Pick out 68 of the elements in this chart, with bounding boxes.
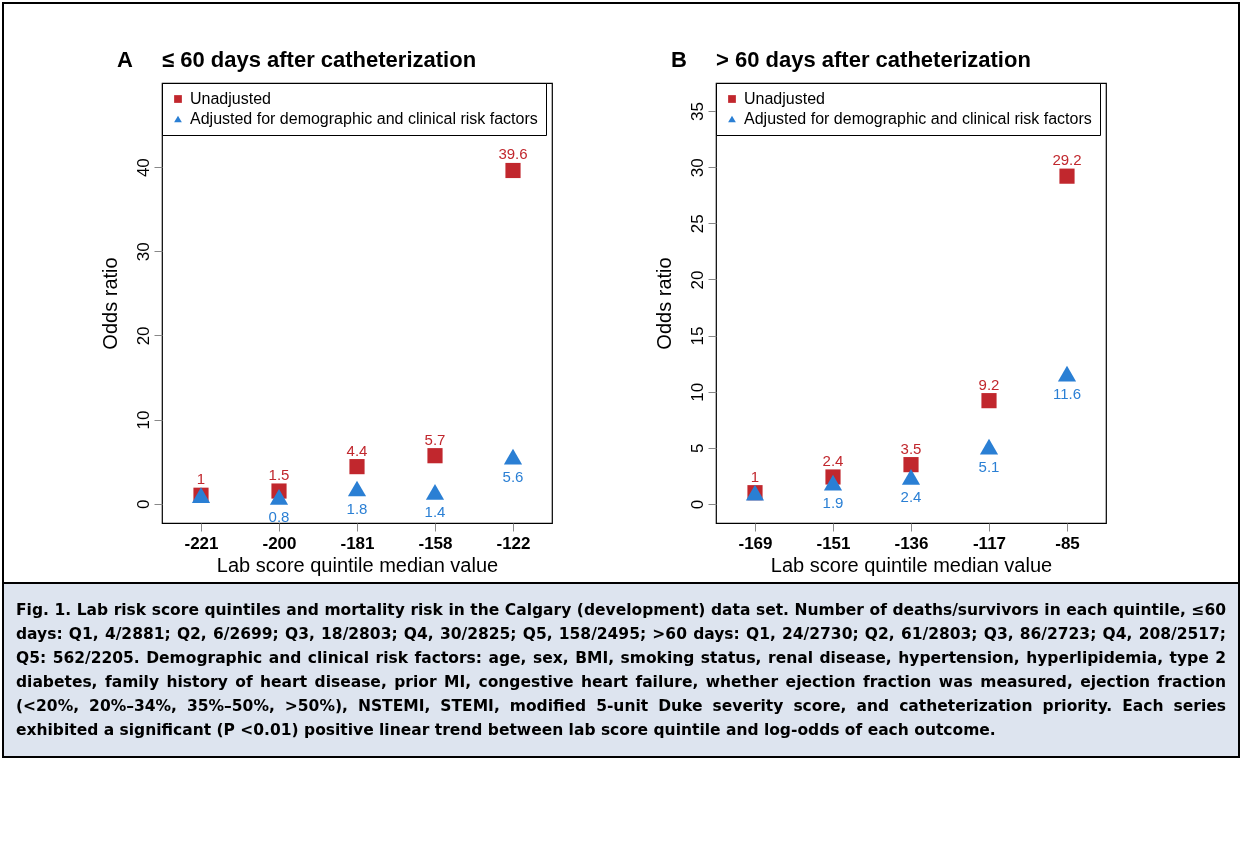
data-label: 5.7 bbox=[424, 430, 446, 448]
y-axis-title: Odds ratio bbox=[98, 257, 121, 350]
legend-label: Unadjusted bbox=[744, 90, 825, 107]
y-tick-label: 5 bbox=[687, 443, 707, 454]
data-label: 5.6 bbox=[502, 467, 524, 485]
data-label: 1.9 bbox=[822, 493, 844, 511]
data-label: 4.4 bbox=[346, 441, 368, 459]
point bbox=[425, 484, 445, 500]
text: B bbox=[671, 47, 687, 72]
point bbox=[505, 162, 521, 179]
data-label: 1.8 bbox=[346, 499, 368, 517]
text: A bbox=[117, 47, 133, 72]
y-tick-label: 0 bbox=[687, 499, 707, 510]
data-label: 2.4 bbox=[900, 487, 922, 505]
legend-label: Unadjusted bbox=[190, 90, 271, 107]
y-tick-label: 30 bbox=[687, 158, 707, 178]
point bbox=[427, 448, 443, 464]
y-tick-label: 10 bbox=[133, 410, 153, 430]
point bbox=[1059, 168, 1075, 184]
x-tick-label: -200 bbox=[262, 533, 297, 553]
point bbox=[503, 448, 523, 465]
point bbox=[823, 474, 843, 491]
data-label: 3.5 bbox=[900, 439, 922, 457]
point bbox=[903, 457, 919, 473]
y-tick-label: 25 bbox=[687, 214, 707, 234]
data-label: 1.4 bbox=[424, 502, 446, 520]
y-tick-label: 0 bbox=[133, 499, 153, 509]
data-label: 39.6 bbox=[498, 145, 528, 163]
y-tick-label: 20 bbox=[687, 270, 707, 290]
x-tick-label: -169 bbox=[738, 533, 773, 553]
y-tick-label: 20 bbox=[133, 326, 153, 346]
x-tick-label: -85 bbox=[1055, 533, 1080, 553]
point bbox=[1057, 365, 1077, 382]
point bbox=[349, 459, 365, 475]
x-tick-label: -122 bbox=[496, 533, 531, 553]
caption: Fig. 1. Lab risk score quintiles and mortality risk in the Calgary (development) data set. Number of deaths/survivors in each quintile, ≤60 days: Q1, 4/2881; Q2, 6/2699; Q3, 18/2803; Q4, 30/2825; Q5, 158/2495; >60 days: Q1, 24/2730; Q2, 61/2803; Q3, 86/2723; Q4, 208/2517; Q5: 562/2205. Demographic and clinical risk factors: age, sex, BMI, smoking status, renal disease, hypertension, hyperlipidemia, type 2 diabetes, family history of heart disease, prior MI, congestive heart failure, whether ejection fraction was measured, ejection fraction (<20%, 20%–34%, 35%–50%, >50%), NSTEMI, STEMI, modified 5-unit Duke severity score, and catheterization priority. Each series exhibited a significant (P <0.01) positive linear trend between lab score quintile and log-odds of each outcome. bbox=[4, 582, 1238, 756]
data-label: 5.1 bbox=[978, 457, 1000, 475]
data-label: 11.6 bbox=[1052, 384, 1082, 402]
data-label: 2.4 bbox=[822, 451, 844, 469]
chart-title: ≤ 60 days after catheterization bbox=[162, 47, 477, 72]
y-tick-label: 15 bbox=[687, 326, 707, 346]
data-label: 1 bbox=[196, 470, 206, 488]
data-label: 1 bbox=[750, 467, 760, 485]
point bbox=[981, 393, 997, 409]
y-tick-label: 40 bbox=[133, 158, 153, 178]
data-label: 9.2 bbox=[978, 375, 1000, 393]
legend-label: Adjusted for demographic and clinical risk factors bbox=[744, 110, 1092, 127]
x-tick-label: -151 bbox=[816, 533, 851, 553]
x-tick-label: -158 bbox=[418, 533, 453, 553]
y-tick-label: 10 bbox=[687, 382, 707, 402]
point bbox=[269, 489, 289, 505]
x-tick-label: -136 bbox=[894, 533, 929, 553]
x-tick-label: -221 bbox=[184, 533, 219, 553]
data-label: 0.8 bbox=[268, 507, 290, 525]
x-axis-title: Lab score quintile median value bbox=[770, 553, 1053, 576]
y-tick-label: 35 bbox=[687, 102, 707, 122]
x-tick-label: -181 bbox=[340, 533, 375, 553]
point bbox=[979, 438, 999, 455]
data-label: 29.2 bbox=[1052, 151, 1082, 169]
legend-label: Adjusted for demographic and clinical risk factors bbox=[190, 110, 538, 127]
y-tick-label: 30 bbox=[133, 242, 153, 262]
point bbox=[901, 469, 921, 485]
x-tick-label: -117 bbox=[972, 533, 1007, 553]
chart-title: > 60 days after catheterization bbox=[716, 47, 1031, 72]
x-axis-title: Lab score quintile median value bbox=[216, 553, 499, 576]
y-axis-title: Odds ratio bbox=[652, 257, 675, 350]
point bbox=[347, 480, 367, 497]
data-label: 1.5 bbox=[268, 466, 290, 484]
